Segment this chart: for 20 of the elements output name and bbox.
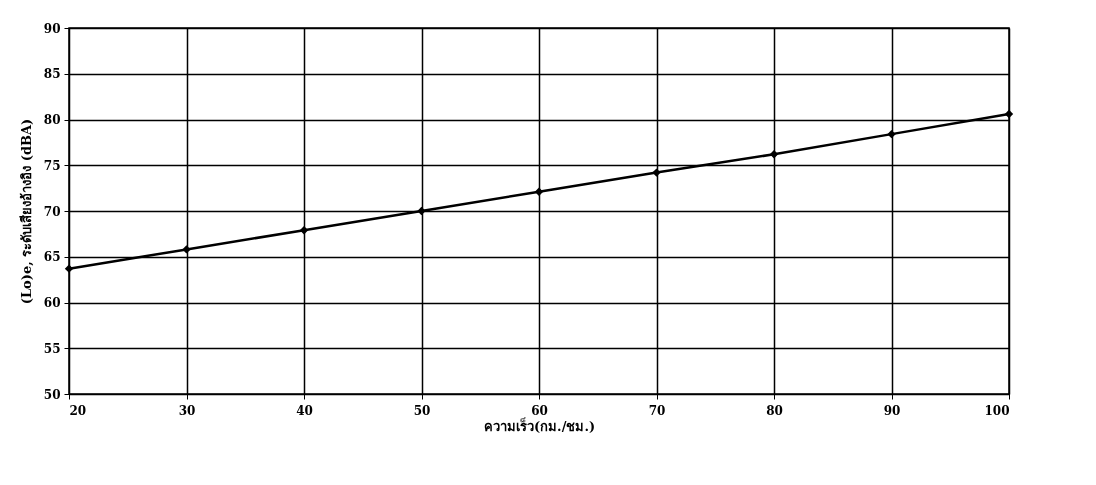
y-tick-label: 75 (43, 158, 61, 173)
x-tick-label: 60 (531, 403, 548, 418)
y-tick-label: 55 (43, 341, 61, 356)
x-axis-title: ความเร็ว(กม./ชม.) (483, 416, 596, 434)
y-tick-label: 85 (43, 67, 61, 82)
y-tick-label: 90 (43, 21, 61, 36)
y-tick-label: 65 (43, 250, 61, 265)
y-tick-label: 80 (43, 113, 61, 127)
x-tick-label: 30 (178, 403, 196, 418)
x-tick-label: 50 (413, 403, 431, 418)
x-tick-label: 100 (984, 403, 1010, 418)
y-tick-label: 50 (43, 387, 61, 402)
x-tick-label: 80 (766, 403, 783, 418)
x-tick-label: 70 (648, 403, 666, 418)
y-tick-label: 70 (43, 204, 61, 219)
x-tick-label: 20 (69, 403, 87, 418)
y-axis-title: (Lo)e, ระดับเสียงอ้างอิง (dBA) (18, 118, 34, 305)
y-tick-label: 60 (43, 296, 61, 310)
x-tick-label: 90 (883, 403, 901, 418)
x-tick-label: 40 (296, 403, 313, 418)
